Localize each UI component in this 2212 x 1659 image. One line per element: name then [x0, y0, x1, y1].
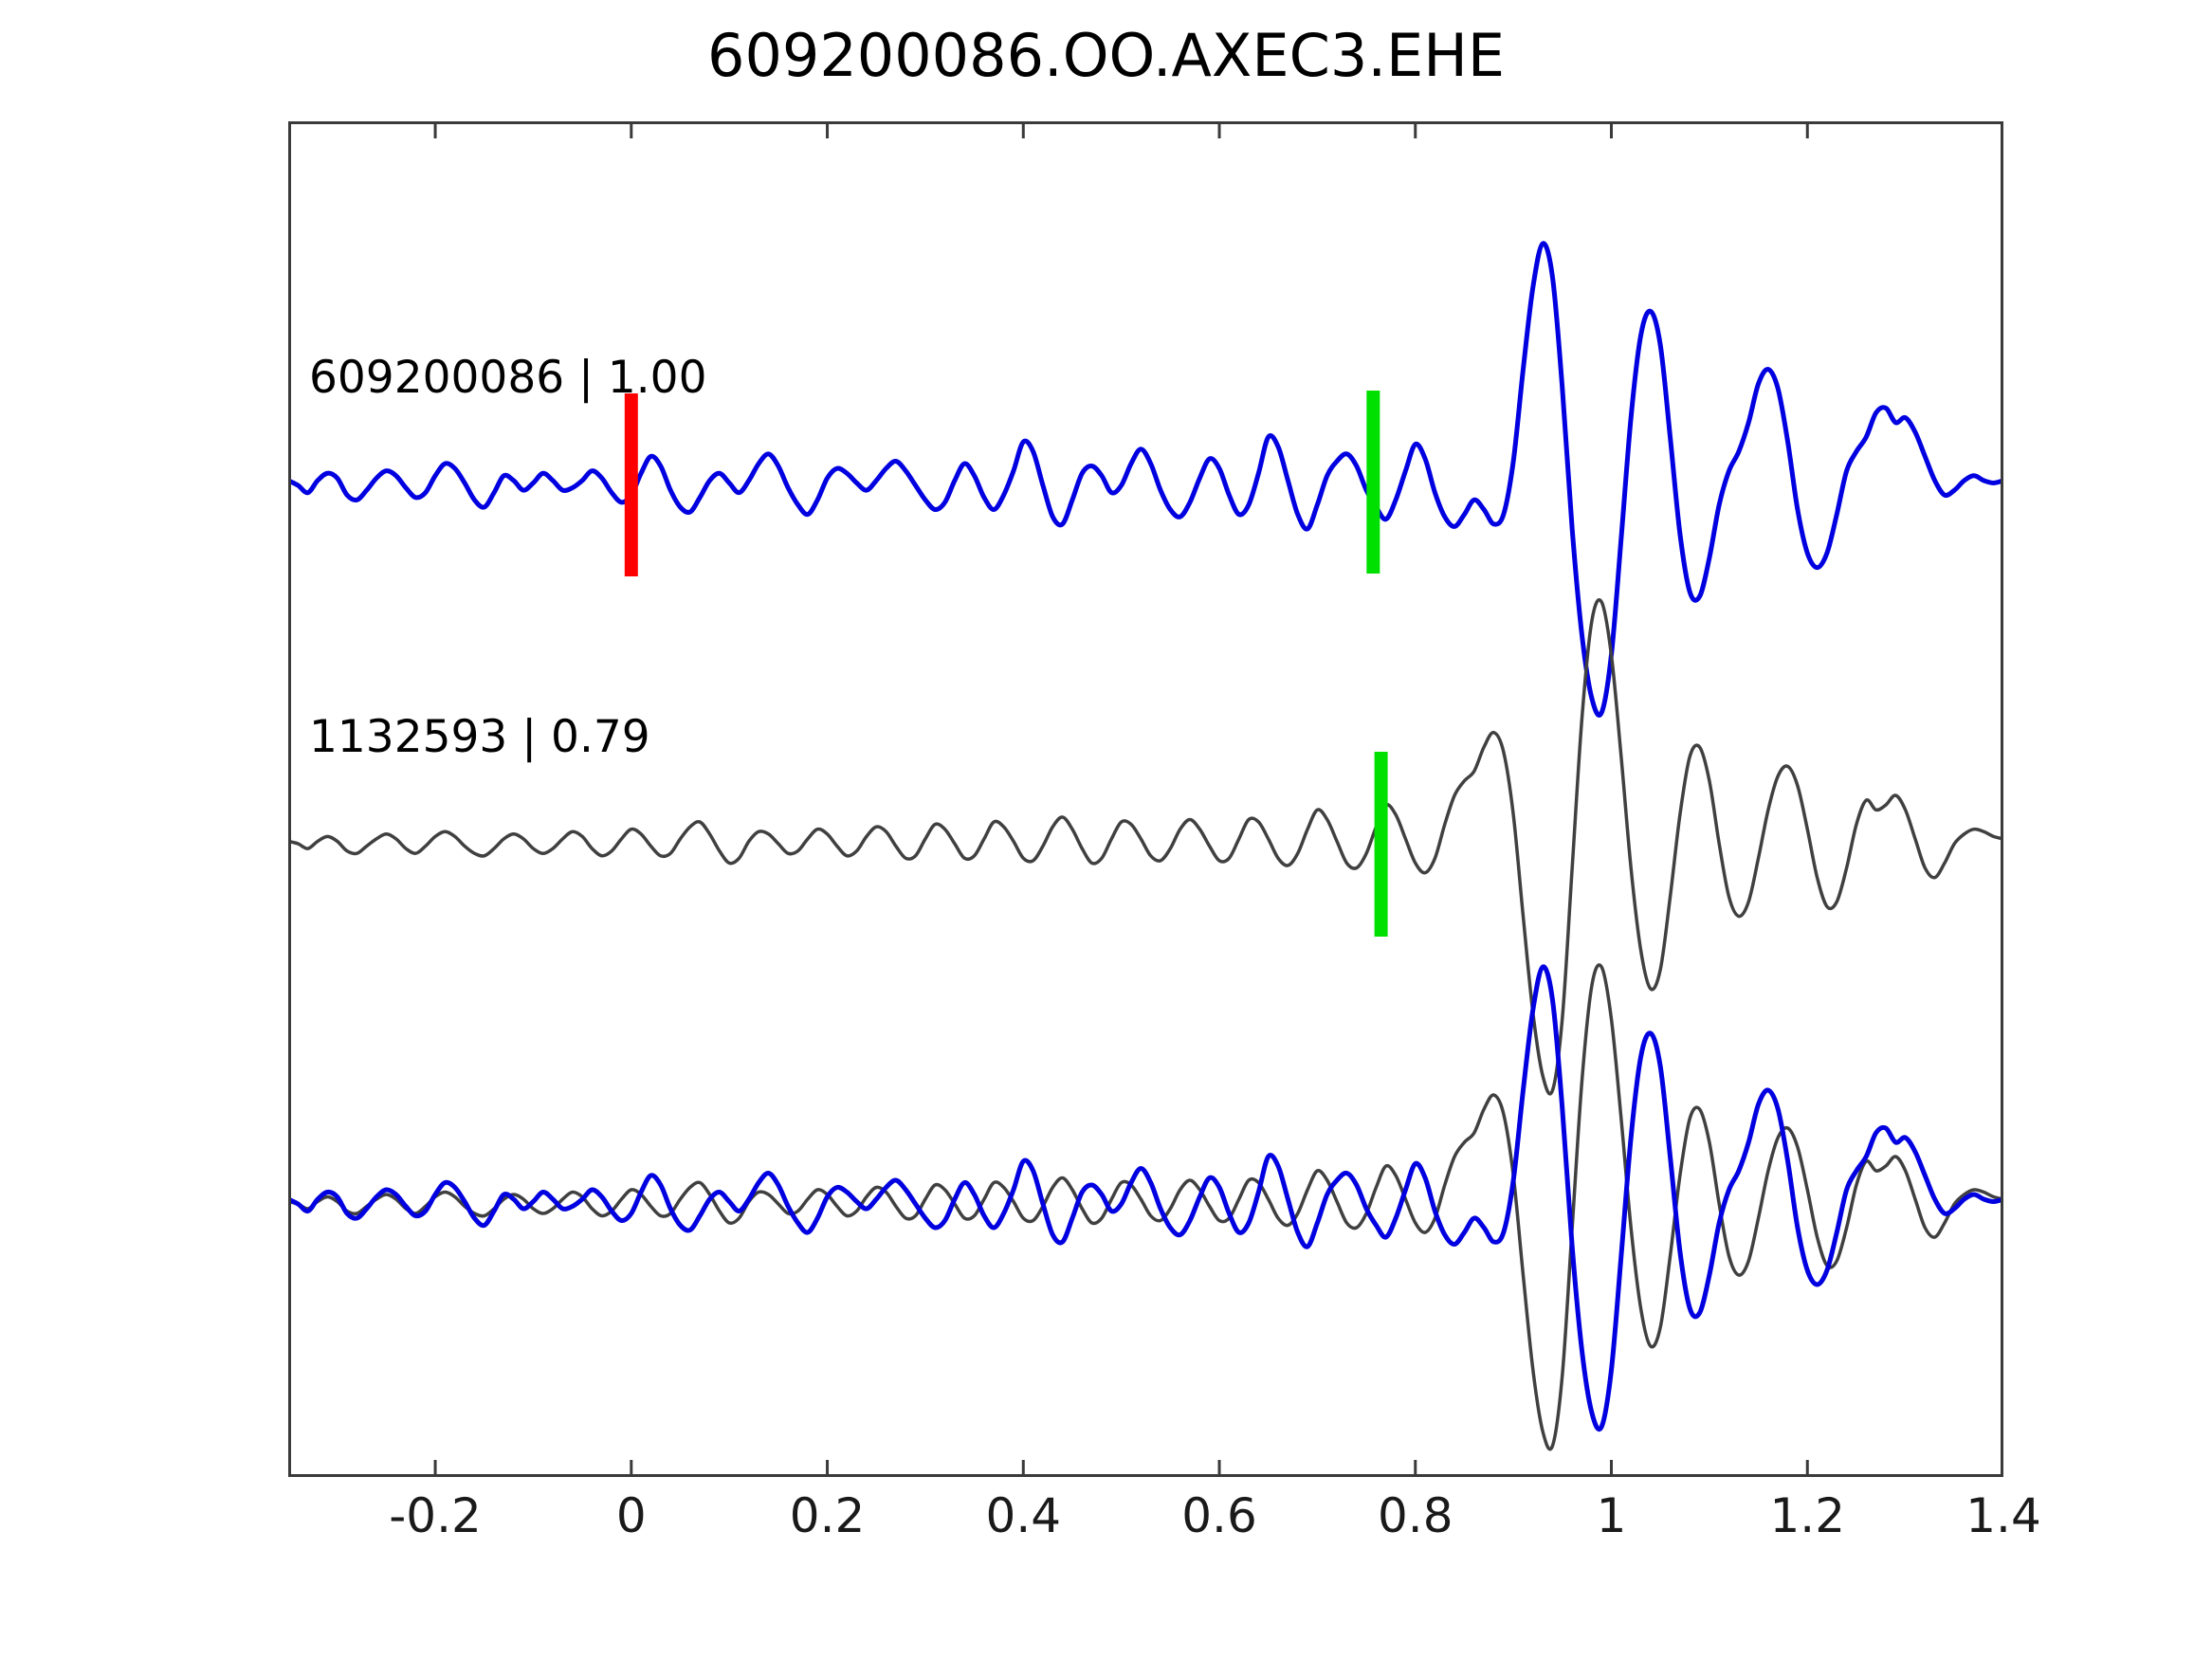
- predicted-pick-marker-top: [1366, 391, 1380, 574]
- waveform-primary-top: [288, 241, 2003, 718]
- x-tick-label: 1.4: [1965, 1488, 2041, 1543]
- x-tick-label: 0.6: [1181, 1488, 1257, 1543]
- x-axis-tick-labels: -0.2 0 0.2 0.4 0.6 0.8 1 1.2 1.4: [288, 1488, 2041, 1564]
- waveform-primary-overlay: [288, 964, 2003, 1432]
- x-tick-label: 0: [615, 1488, 647, 1543]
- x-tick-label: 0.2: [789, 1488, 866, 1543]
- waveform-canvas: [288, 121, 2003, 1477]
- x-tick-marks: [433, 121, 2003, 1477]
- plot-axes: 609200086 | 1.00 1132593 | 0.79: [288, 121, 2003, 1477]
- x-tick-label: 1.2: [1769, 1488, 1846, 1543]
- waveform-secondary-overlay: [288, 963, 2003, 1451]
- waveform-secondary-middle: [288, 598, 2003, 1096]
- x-tick-label: 0.8: [1378, 1488, 1453, 1543]
- x-tick-label: -0.2: [389, 1488, 482, 1543]
- trace-label-primary: 609200086 | 1.00: [309, 352, 707, 404]
- x-tick-label: 0.4: [985, 1488, 1062, 1543]
- x-tick-label: 1: [1596, 1488, 1627, 1543]
- manual-pick-marker: [624, 393, 638, 576]
- page-title: 609200086.OO.AXEC3.EHE: [707, 21, 1505, 90]
- trace-label-secondary: 1132593 | 0.79: [309, 711, 650, 763]
- predicted-pick-marker-middle: [1374, 752, 1388, 937]
